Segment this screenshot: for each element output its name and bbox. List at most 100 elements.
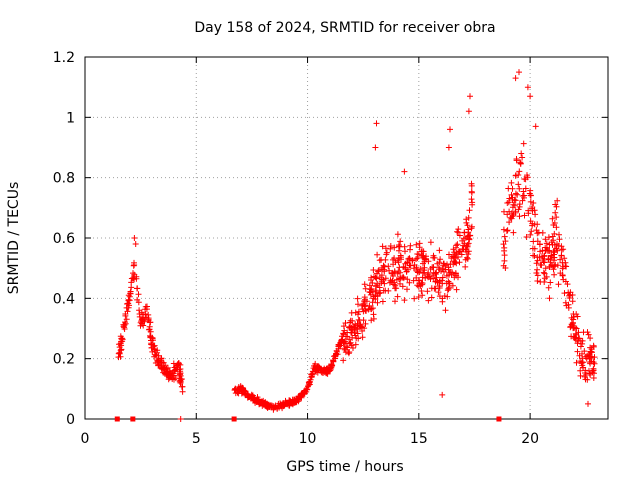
data-point — [585, 351, 592, 358]
data-point — [565, 301, 572, 308]
data-point — [504, 200, 511, 206]
data-point — [357, 323, 364, 330]
data-point — [374, 293, 381, 300]
data-point — [553, 214, 560, 221]
y-axis-label: SRMTID / TECUs — [6, 182, 22, 295]
data-point — [260, 399, 266, 406]
data-point — [520, 140, 527, 147]
data-point — [292, 399, 299, 406]
data-point — [516, 185, 523, 192]
data-point — [556, 231, 562, 238]
data-point — [529, 245, 536, 252]
data-point — [562, 259, 569, 266]
data-point — [396, 247, 402, 254]
data-point — [301, 390, 308, 397]
data-point — [512, 197, 519, 204]
data-point — [146, 326, 152, 333]
data-point — [376, 274, 383, 281]
data-point — [530, 238, 537, 245]
data-point — [155, 361, 162, 368]
data-point — [286, 398, 293, 405]
x-tick-label: 15 — [410, 431, 428, 447]
zero-marker — [130, 416, 136, 422]
data-point — [434, 278, 441, 285]
data-point — [413, 264, 420, 271]
data-point — [346, 336, 353, 343]
data-point — [453, 242, 460, 249]
data-point — [239, 389, 246, 396]
data-point — [397, 275, 404, 282]
data-point — [375, 268, 382, 275]
data-point — [506, 219, 513, 226]
data-point — [131, 259, 137, 266]
data-point — [527, 218, 534, 225]
data-point — [415, 294, 422, 300]
data-point — [578, 360, 585, 367]
data-point — [460, 235, 467, 242]
data-point — [368, 285, 375, 292]
data-point — [587, 335, 594, 342]
data-point — [511, 202, 518, 209]
data-point — [444, 293, 451, 300]
data-point — [436, 247, 443, 254]
data-point — [436, 293, 443, 300]
data-point — [355, 301, 361, 308]
data-point — [590, 343, 597, 350]
data-point — [294, 396, 301, 402]
data-point — [542, 244, 549, 251]
data-point — [551, 271, 558, 278]
data-point — [352, 341, 359, 348]
data-point — [342, 320, 349, 326]
x-tick-label: 0 — [81, 431, 90, 447]
data-point — [555, 281, 562, 288]
data-point — [439, 274, 446, 281]
data-point — [505, 185, 512, 192]
data-point — [466, 235, 473, 242]
data-point — [404, 276, 411, 283]
data-point — [500, 226, 507, 233]
data-point — [582, 370, 588, 376]
data-point — [391, 244, 398, 251]
data-point — [375, 267, 382, 274]
data-point — [553, 203, 560, 210]
outlier-point — [373, 120, 380, 127]
data-point — [516, 213, 523, 220]
data-point — [402, 248, 408, 255]
data-point — [464, 222, 471, 229]
data-point — [439, 277, 446, 284]
data-point — [231, 387, 238, 393]
y-tick-label: 0.4 — [53, 291, 75, 307]
data-point — [128, 279, 135, 286]
data-point — [465, 248, 472, 255]
data-point — [154, 358, 161, 365]
outlier-point — [445, 144, 452, 151]
data-point — [523, 234, 530, 240]
data-point — [127, 290, 134, 297]
chart-title: Day 158 of 2024, SRMTID for receiver obr… — [194, 20, 495, 36]
data-point — [370, 311, 377, 318]
data-point — [416, 277, 423, 284]
data-point — [458, 251, 465, 258]
data-point — [347, 339, 354, 346]
data-point — [534, 254, 541, 261]
data-point — [370, 295, 377, 302]
data-point — [539, 256, 546, 262]
data-point — [362, 296, 368, 303]
data-point — [531, 221, 538, 228]
data-point — [352, 309, 359, 316]
data-point — [337, 342, 344, 349]
data-point — [509, 194, 516, 201]
data-point — [333, 350, 340, 357]
data-point — [584, 329, 591, 336]
data-point — [417, 265, 424, 272]
data-point — [577, 372, 584, 379]
zero-marker — [496, 416, 502, 422]
data-point — [508, 210, 515, 217]
data-point — [547, 259, 554, 266]
data-point — [387, 245, 394, 252]
data-point — [138, 316, 145, 323]
data-point — [431, 285, 438, 292]
data-point — [561, 290, 568, 297]
data-point — [404, 286, 410, 293]
data-point — [435, 289, 442, 296]
